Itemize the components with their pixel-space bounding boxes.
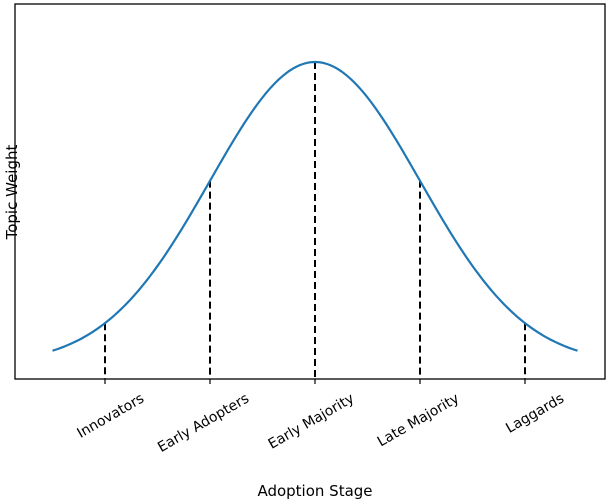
stage-markers [104,62,526,379]
x-axis-ticks [104,379,526,384]
adoption-curve [52,60,578,352]
x-tick-label: Early Majority [266,391,357,453]
x-tick-label: Innovators [75,391,147,442]
x-tick-label: Laggards [503,391,567,437]
x-axis-title: Adoption Stage [257,482,372,500]
plot-frame [14,3,606,380]
x-tick-label: Early Adopters [155,391,252,456]
y-axis-title: Topic Weight [3,145,21,241]
x-axis-tick-labels: Innovators Early Adopters Early Majority La… [75,391,567,456]
x-tick-label: Late Majority [375,391,462,451]
